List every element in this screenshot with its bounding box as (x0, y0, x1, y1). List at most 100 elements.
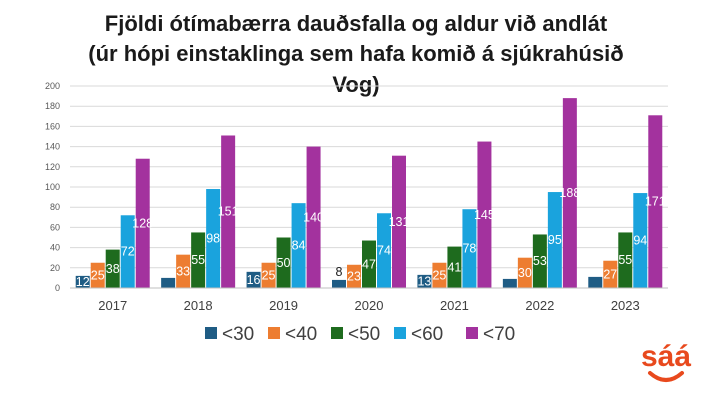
y-tick-label: 120 (45, 162, 60, 172)
bar (332, 279, 346, 288)
smile-icon (648, 371, 684, 382)
data-label: 188 (559, 186, 580, 200)
x-tick-label: 2018 (184, 298, 213, 313)
data-label: 16 (247, 273, 261, 287)
bar (161, 277, 176, 288)
data-label: 23 (347, 269, 361, 283)
bar (90, 262, 105, 288)
legend: <30 <40 <50 <60 <70 (205, 324, 515, 345)
bar (246, 271, 261, 288)
data-label: 74 (377, 244, 391, 258)
bar (588, 276, 603, 288)
data-label: 98 (206, 232, 220, 246)
data-label: 140 (303, 210, 324, 224)
y-tick-label: 140 (45, 142, 60, 152)
legend-swatch (268, 327, 280, 339)
data-label: 94 (633, 234, 647, 248)
gridlines (70, 85, 668, 269)
bar (377, 213, 391, 288)
bar (502, 278, 517, 288)
bar (306, 146, 321, 288)
bar (432, 262, 447, 288)
data-label: 128 (132, 216, 153, 230)
data-label: 131 (389, 215, 410, 229)
data-label: 12 (76, 275, 90, 289)
y-tick-label: 20 (50, 263, 60, 273)
data-label: 55 (618, 253, 632, 267)
bars (75, 98, 663, 289)
bar (176, 254, 191, 288)
x-tick-label: 2021 (440, 298, 469, 313)
bar (276, 237, 291, 288)
legend-label: <30 (222, 324, 254, 345)
y-tick-label: 40 (50, 243, 60, 253)
bar (562, 98, 577, 289)
legend-swatch (331, 327, 343, 339)
bar (633, 193, 648, 288)
bar (618, 232, 633, 288)
y-tick-label: 80 (50, 202, 60, 212)
y-axis-ticks: 0 20 40 60 80 100 120 140 160 180 200 (45, 81, 60, 293)
saa-logo: sáá (641, 340, 691, 382)
x-tick-label: 2020 (355, 298, 384, 313)
bar (547, 192, 562, 288)
chart-title-line-1: Fjöldi ótímabærra dauðsfalla og aldur vi… (105, 11, 608, 36)
x-tick-label: 2023 (611, 298, 640, 313)
data-label: 95 (548, 233, 562, 247)
data-label: 171 (645, 195, 666, 209)
y-tick-label: 60 (50, 222, 60, 232)
data-label: 55 (191, 253, 205, 267)
bar (221, 135, 236, 288)
bar (362, 240, 376, 288)
bar (532, 234, 547, 288)
data-label: 13 (417, 274, 431, 288)
y-tick-label: 0 (55, 283, 60, 293)
data-label: 72 (121, 245, 135, 259)
data-label: 53 (533, 254, 547, 268)
chart-title-line-2: (úr hópi einstaklinga sem hafa komið á s… (88, 41, 623, 66)
bar (447, 246, 462, 288)
chart-title-line-3: Vog) (332, 72, 379, 97)
x-tick-label: 2017 (98, 298, 127, 313)
data-label: 151 (218, 205, 239, 219)
bar (105, 249, 120, 288)
data-label: 33 (176, 264, 190, 278)
x-tick-label: 2022 (525, 298, 554, 313)
legend-label: <40 (285, 324, 317, 345)
data-label: 25 (432, 268, 446, 282)
bar (477, 141, 492, 288)
bar (75, 275, 90, 288)
bar (603, 260, 618, 288)
y-tick-label: 200 (45, 81, 60, 91)
bar (120, 215, 135, 288)
chart-title: Fjöldi ótímabærra dauðsfalla og aldur vi… (88, 11, 623, 97)
bar (191, 232, 206, 288)
bar (517, 257, 532, 288)
y-tick-label: 160 (45, 121, 60, 131)
data-label: 78 (462, 242, 476, 256)
data-label: 8 (336, 265, 343, 279)
y-tick-label: 180 (45, 101, 60, 111)
data-label: 25 (91, 268, 105, 282)
x-tick-label: 2019 (269, 298, 298, 313)
data-label: 50 (277, 256, 291, 270)
legend-label: <60 (411, 324, 443, 345)
bar (417, 274, 432, 288)
data-label: 38 (106, 262, 120, 276)
data-label: 27 (603, 267, 617, 281)
saa-logo-text: sáá (641, 340, 691, 373)
data-label: 30 (518, 266, 532, 280)
data-label: 47 (362, 257, 376, 271)
legend-label: <50 (348, 324, 380, 345)
y-tick-label: 100 (45, 182, 60, 192)
bar (206, 189, 221, 288)
bar (261, 262, 276, 288)
data-label: 84 (292, 239, 306, 253)
legend-swatch (394, 327, 406, 339)
data-label: 145 (474, 208, 495, 222)
legend-label: <70 (483, 324, 515, 345)
bar (392, 155, 406, 288)
bar (347, 264, 361, 288)
bar (462, 209, 477, 288)
